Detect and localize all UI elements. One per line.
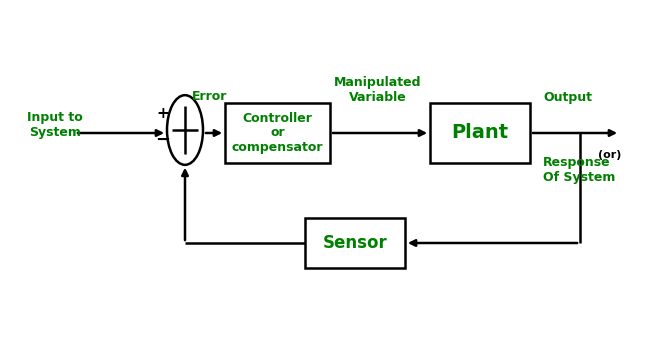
Bar [430, 103, 530, 163]
Text: Response
Of System: Response Of System [543, 156, 615, 184]
Bar [225, 103, 330, 163]
Text: Controller
or
compensator: Controller or compensator [232, 112, 323, 154]
Text: +: + [156, 105, 170, 120]
Text: Input to
System: Input to System [27, 111, 83, 139]
Bar [305, 218, 405, 268]
Text: (or): (or) [598, 150, 621, 160]
Text: −: − [156, 131, 170, 149]
Text: Output: Output [543, 90, 592, 104]
Text: Sensor: Sensor [323, 234, 387, 252]
Text: Error: Error [192, 90, 228, 104]
Text: Plant: Plant [451, 123, 509, 143]
Text: Manipulated
Variable: Manipulated Variable [334, 76, 422, 104]
